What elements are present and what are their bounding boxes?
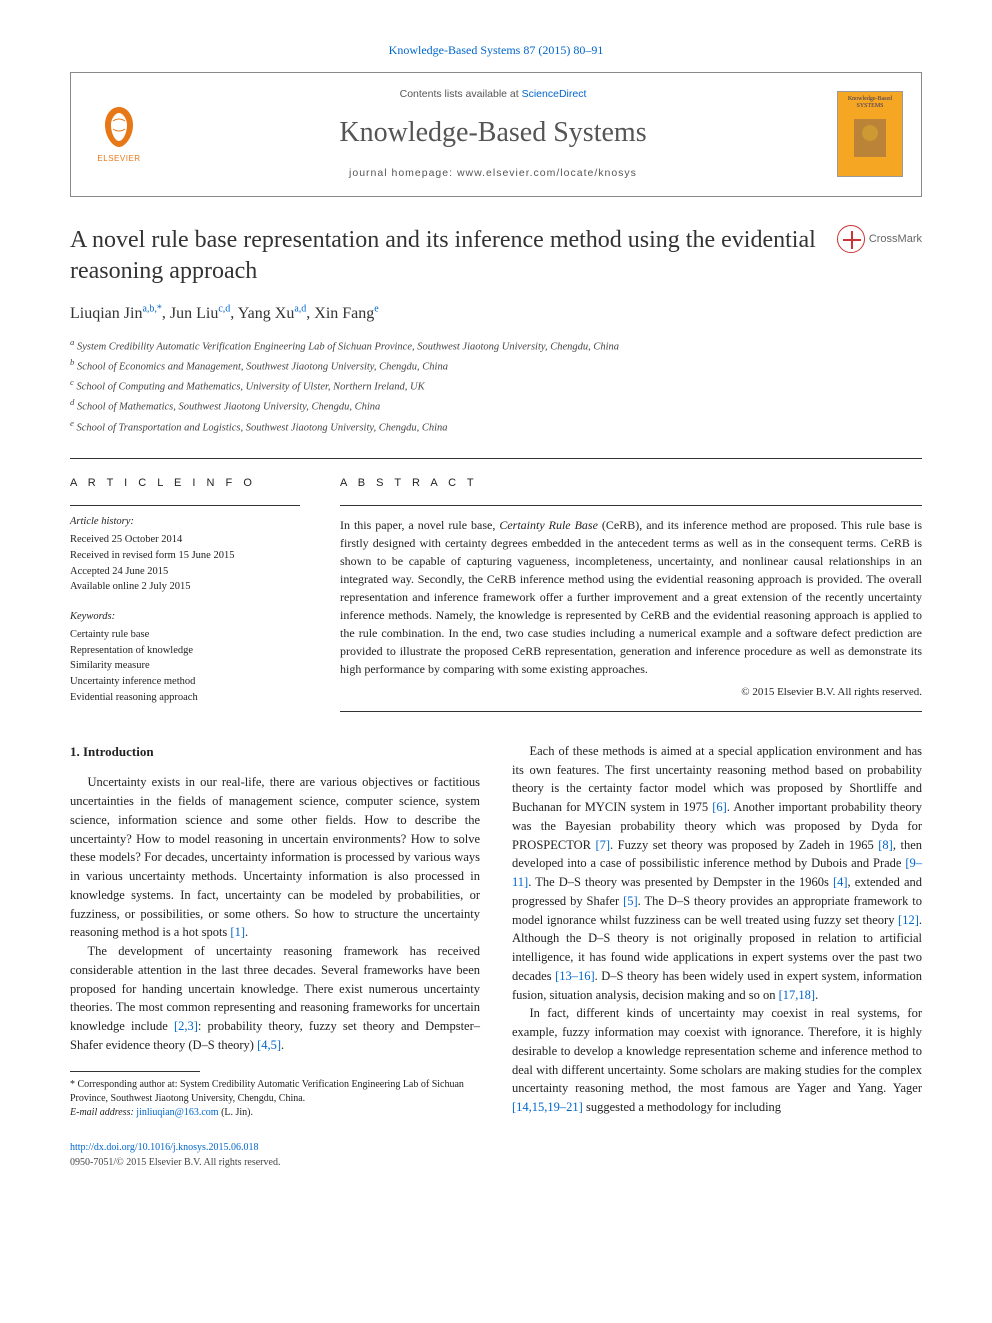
affiliation: a System Credibility Automatic Verificat… [70, 336, 922, 355]
body-columns: 1. Introduction Uncertainty exists in ou… [70, 742, 922, 1120]
elsevier-logo-text: ELSEVIER [97, 153, 140, 165]
article-info: A R T I C L E I N F O Article history: R… [70, 459, 300, 712]
aff-link[interactable]: c,d [218, 303, 230, 314]
paragraph: Uncertainty exists in our real-life, the… [70, 773, 480, 942]
sciencedirect-link[interactable]: ScienceDirect [522, 88, 587, 100]
journal-homepage: journal homepage: www.elsevier.com/locat… [167, 166, 819, 182]
ref-link[interactable]: [8] [878, 838, 893, 852]
ref-link[interactable]: [4] [833, 875, 848, 889]
info-abstract-row: A R T I C L E I N F O Article history: R… [70, 458, 922, 712]
affiliation: e School of Transportation and Logistics… [70, 417, 922, 436]
affiliation: c School of Computing and Mathematics, U… [70, 376, 922, 395]
contents-line: Contents lists available at ScienceDirec… [167, 87, 819, 103]
keywords-label: Keywords: [70, 609, 300, 625]
author: Liuqian Jina,b,* [70, 305, 162, 322]
journal-cover-thumb: Knowledge-Based SYSTEMS [837, 91, 903, 177]
ref-link[interactable]: [6] [712, 800, 727, 814]
affiliation: b School of Economics and Management, So… [70, 356, 922, 375]
citation-line: Knowledge-Based Systems 87 (2015) 80–91 [70, 40, 922, 60]
author: Yang Xua,d [238, 305, 307, 322]
homepage-url[interactable]: www.elsevier.com/locate/knosys [457, 167, 637, 179]
author: Xin Fange [314, 305, 378, 322]
info-heading: A R T I C L E I N F O [70, 475, 300, 492]
history-label: Article history: [70, 514, 300, 530]
section-heading: 1. Introduction [70, 742, 480, 762]
history-date: Accepted 24 June 2015 [70, 564, 300, 580]
footnote-rule [70, 1071, 200, 1072]
ref-link[interactable]: [1] [230, 925, 245, 939]
paragraph: Each of these methods is aimed at a spec… [512, 742, 922, 1005]
keyword: Similarity measure [70, 658, 300, 674]
ref-link[interactable]: [12] [898, 913, 919, 927]
paragraph: The development of uncertainty reasoning… [70, 942, 480, 1055]
email-link[interactable]: jinliuqian@163.com [136, 1107, 218, 1118]
aff-link[interactable]: a,d [294, 303, 306, 314]
homepage-prefix: journal homepage: [349, 167, 457, 179]
affiliation: d School of Mathematics, Southwest Jiaot… [70, 396, 922, 415]
authors-line: Liuqian Jina,b,*, Jun Liuc,d, Yang Xua,d… [70, 301, 922, 325]
elsevier-logo: ELSEVIER [89, 99, 149, 169]
keyword: Evidential reasoning approach [70, 690, 300, 706]
cover-title: Knowledge-Based SYSTEMS [838, 96, 902, 109]
history-date: Received in revised form 15 June 2015 [70, 548, 300, 564]
corr-star[interactable]: * [157, 303, 162, 314]
keywords-block: Keywords: Certainty rule base Representa… [70, 609, 300, 706]
header-center: Contents lists available at ScienceDirec… [167, 87, 819, 183]
ref-link[interactable]: [4,5] [257, 1038, 281, 1052]
page-footer: http://dx.doi.org/10.1016/j.knosys.2015.… [70, 1140, 922, 1170]
ref-link[interactable]: [7] [595, 838, 610, 852]
title-row: A novel rule base representation and its… [70, 225, 922, 287]
ref-link[interactable]: [2,3] [174, 1019, 198, 1033]
aff-link[interactable]: e [374, 303, 378, 314]
paragraph: In fact, different kinds of uncertainty … [512, 1004, 922, 1117]
history-date: Received 25 October 2014 [70, 532, 300, 548]
abstract-copyright: © 2015 Elsevier B.V. All rights reserved… [340, 684, 922, 701]
citation-link[interactable]: Knowledge-Based Systems 87 (2015) 80–91 [389, 43, 604, 57]
ref-link[interactable]: [5] [623, 894, 638, 908]
journal-header: ELSEVIER Contents lists available at Sci… [70, 72, 922, 198]
article-title: A novel rule base representation and its… [70, 225, 817, 287]
keyword: Certainty rule base [70, 627, 300, 643]
journal-name: Knowledge-Based Systems [167, 112, 819, 154]
abstract-heading: A B S T R A C T [340, 475, 922, 492]
crossmark-icon [837, 225, 865, 253]
crossmark-label: CrossMark [869, 231, 922, 248]
author: Jun Liuc,d [170, 305, 230, 322]
keyword: Representation of knowledge [70, 643, 300, 659]
abstract: A B S T R A C T In this paper, a novel r… [340, 459, 922, 712]
ref-link[interactable]: [13–16] [555, 969, 595, 983]
email-footnote: E-mail address: jinliuqian@163.com (L. J… [70, 1106, 480, 1120]
doi-link[interactable]: http://dx.doi.org/10.1016/j.knosys.2015.… [70, 1142, 258, 1153]
crossmark-badge[interactable]: CrossMark [837, 225, 922, 253]
abstract-body: In this paper, a novel rule base, Certai… [340, 505, 922, 712]
corresponding-footnote: * Corresponding author at: System Credib… [70, 1078, 480, 1106]
affiliations: a System Credibility Automatic Verificat… [70, 336, 922, 436]
contents-prefix: Contents lists available at [400, 88, 522, 100]
aff-link[interactable]: a,b, [142, 303, 156, 314]
keyword: Uncertainty inference method [70, 674, 300, 690]
history-date: Available online 2 July 2015 [70, 579, 300, 595]
issn-line: 0950-7051/© 2015 Elsevier B.V. All right… [70, 1157, 280, 1168]
article-history: Article history: Received 25 October 201… [70, 505, 300, 595]
ref-link[interactable]: [17,18] [779, 988, 815, 1002]
ref-link[interactable]: [14,15,19–21] [512, 1100, 583, 1114]
